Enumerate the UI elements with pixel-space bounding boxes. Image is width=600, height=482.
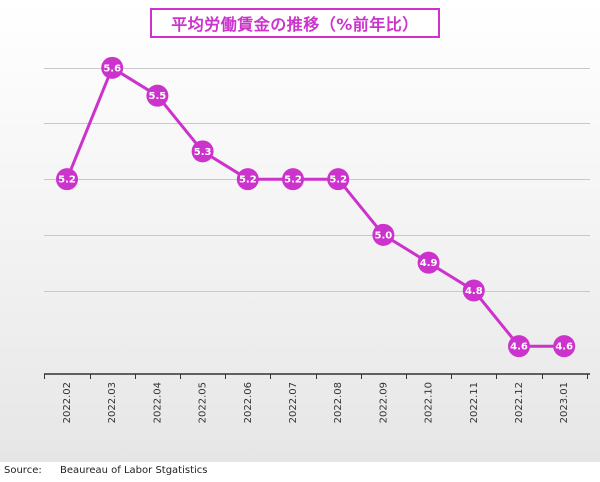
chart-title: 平均労働賃金の推移（%前年比） — [171, 15, 419, 34]
series-line — [65, 66, 565, 348]
x-tick-label: 2022.10 — [424, 382, 435, 423]
chart-area: 2022.02 2022.03 2022.04 2022.05 2022.06 2022.… — [0, 0, 600, 462]
data-label: 4.6 — [510, 342, 528, 353]
x-tick-label: 2023.01 — [559, 382, 570, 423]
data-label: 4.6 — [555, 342, 573, 353]
data-label: 5.2 — [329, 175, 347, 186]
data-point — [417, 251, 440, 274]
source-prefix: Source: — [4, 465, 42, 476]
data-label: 5.5 — [149, 91, 167, 102]
x-tick-label: 2022.12 — [514, 382, 525, 423]
data-point — [56, 168, 78, 191]
x-tick-label: 2022.03 — [107, 382, 118, 423]
source-text: Beaureau of Labor Stgatistics — [60, 465, 208, 476]
data-point — [146, 84, 169, 107]
data-point — [282, 168, 304, 191]
data-label: 4.8 — [465, 286, 483, 297]
data-point — [508, 335, 530, 358]
data-label: 5.0 — [375, 230, 393, 241]
data-point — [553, 335, 576, 358]
data-point — [101, 56, 124, 79]
data-label: 5.3 — [194, 147, 212, 158]
chart-title-box: 平均労働賃金の推移（%前年比） — [150, 8, 440, 38]
x-tick-label: 2022.08 — [333, 382, 344, 423]
data-point — [462, 279, 485, 302]
data-label: 4.9 — [420, 258, 438, 269]
x-tick-label: 2022.05 — [198, 382, 209, 423]
data-label: 5.2 — [58, 175, 76, 186]
source-note: Source: Beaureau of Labor Stgatistics — [4, 465, 208, 476]
x-tick-label: 2022.06 — [243, 382, 254, 423]
plot-area: 2022.02 2022.03 2022.04 2022.05 2022.06 2022.… — [44, 56, 590, 423]
data-label: 5.2 — [284, 175, 302, 186]
data-label: 5.2 — [239, 175, 257, 186]
data-label: 5.6 — [103, 63, 121, 74]
x-tick-label: 2022.02 — [62, 382, 73, 423]
x-tick-label: 2022.07 — [288, 382, 299, 423]
data-point — [191, 140, 214, 163]
data-point — [327, 168, 350, 191]
data-point — [372, 223, 395, 246]
x-tick-label: 2022.04 — [152, 382, 163, 423]
x-tick-label: 2022.09 — [378, 382, 389, 423]
data-point — [236, 168, 259, 191]
x-tick-label: 2022.11 — [469, 382, 480, 423]
